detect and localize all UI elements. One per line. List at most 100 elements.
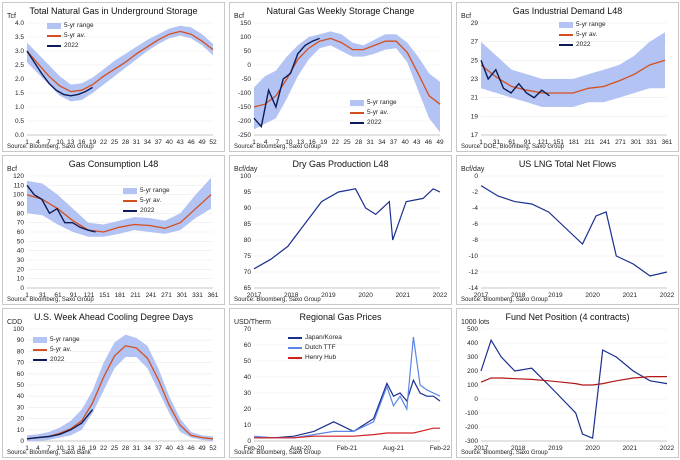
unit-label: 1000 lots (461, 319, 490, 326)
x-tick-label: Feb-20 (244, 445, 265, 452)
x-tick-label: 2017 (247, 292, 262, 299)
x-tick-label: 301 (177, 292, 188, 299)
y-tick-label: 80 (17, 210, 25, 217)
legend-swatch (123, 200, 137, 202)
x-tick-label: 7 (47, 139, 51, 146)
legend-label: 5-yr range (367, 99, 397, 106)
legend-label: 5-yr range (64, 22, 94, 29)
x-tick-label: 2021 (623, 445, 638, 452)
x-tick-label: 46 (188, 445, 196, 452)
x-tick-label: 13 (297, 139, 305, 146)
x-tick-label: 2019 (548, 445, 563, 452)
legend: 5-yr range 5-yr av. 2022 (47, 21, 94, 51)
legend-label: 5-yr av. (50, 346, 72, 353)
current-year-line (26, 184, 96, 233)
unit-label: Bcf (7, 166, 18, 173)
legend-item: 5-yr range (350, 98, 397, 108)
y-tick-label: 50 (17, 382, 25, 389)
legend-swatch (47, 23, 61, 29)
legend-swatch (350, 100, 364, 106)
x-tick-label: 37 (390, 139, 398, 146)
y-tick-label: -50 (242, 76, 252, 83)
y-tick-label: 20 (17, 416, 25, 423)
legend-label: 5-yr av. (64, 32, 86, 39)
x-tick-label: 2021 (623, 292, 638, 299)
legend-swatch (350, 112, 364, 114)
unit-label: Bcf (234, 13, 245, 20)
unit-label: USD/Therm (234, 319, 271, 326)
range-band (481, 32, 665, 107)
x-tick-label: Aug-20 (290, 445, 311, 452)
y-tick-label: 60 (17, 229, 25, 236)
legend-item: Henry Hub (288, 353, 342, 363)
x-tick-label: 2019 (321, 292, 336, 299)
x-tick-label: 22 (332, 139, 340, 146)
x-tick-label: 2020 (585, 445, 600, 452)
y-tick-label: 500 (467, 326, 478, 333)
x-tick-label: 52 (209, 139, 217, 146)
y-tick-label: 70 (244, 269, 252, 276)
range-band (27, 334, 213, 441)
y-tick-label: 0 (20, 438, 24, 445)
x-tick-label: Feb-21 (337, 445, 358, 452)
x-tick-label: 2018 (511, 292, 526, 299)
current-year-line (480, 60, 550, 99)
y-tick-label: 100 (13, 326, 24, 333)
current-year-line (253, 37, 320, 129)
legend-item: 5-yr av. (123, 196, 170, 206)
x-tick-label: 271 (161, 292, 172, 299)
range-band (27, 177, 211, 237)
x-tick-label: 211 (130, 292, 141, 299)
x-tick-label: 16 (309, 139, 317, 146)
legend-swatch (559, 22, 573, 28)
x-tick-label: 4 (264, 139, 268, 146)
legend-swatch (288, 357, 302, 359)
chart-panel: -300 -200 -100 0 100 200 300 400 500 2017 2018 2019… (456, 308, 679, 458)
legend-label: 2022 (64, 42, 79, 49)
chart-panel: 65 70 75 80 85 90 95 100 2017 2018 2019 2020 2021 202… (229, 155, 452, 305)
x-tick-label: 19 (320, 139, 328, 146)
y-tick-label: 10 (17, 276, 25, 283)
x-tick-label: 25 (111, 139, 119, 146)
chart-title: Total Natural Gas in Underground Storage (29, 6, 198, 16)
y-tick-label: 80 (244, 237, 252, 244)
y-tick-label: 19 (471, 113, 479, 120)
y-tick-label: 70 (244, 326, 252, 333)
legend-label: 2022 (576, 41, 591, 48)
chart-title: Fund Net Position (4 contracts) (505, 312, 630, 322)
x-tick-label: 2019 (548, 292, 563, 299)
x-tick-label: 31 (493, 139, 501, 146)
x-tick-label: 10 (56, 139, 64, 146)
legend-item: 5-yr av. (33, 345, 80, 355)
chart-panel: 0 10 20 30 40 50 60 70 80 90 100 110 120 1 31 61 91 121 15… (2, 155, 225, 305)
x-tick-label: 2020 (358, 292, 373, 299)
legend-label: 2022 (140, 207, 155, 214)
y-tick-label: 200 (467, 368, 478, 375)
x-tick-label: 40 (166, 445, 174, 452)
legend-item: 2022 (33, 355, 80, 365)
y-tick-label: 75 (244, 253, 252, 260)
y-tick-label: 70 (17, 360, 25, 367)
y-tick-label: 25 (471, 57, 479, 64)
x-tick-label: 7 (47, 445, 51, 452)
y-tick-label: 17 (471, 132, 479, 139)
x-tick-label: 43 (413, 139, 421, 146)
legend-label: 2022 (50, 356, 65, 363)
series-line (254, 427, 440, 439)
x-tick-label: 91 (524, 139, 532, 146)
x-tick-label: 121 (84, 292, 95, 299)
y-tick-label: 65 (244, 285, 252, 292)
series-line (253, 188, 441, 270)
y-tick-label: 21 (471, 95, 479, 102)
y-tick-label: 2.5 (15, 62, 24, 69)
legend-item: 5-yr av. (350, 108, 397, 118)
legend: 5-yr range 5-yr av. 2022 (33, 335, 80, 365)
y-tick-label: 120 (13, 173, 24, 180)
chart-svg: 0 10 20 30 40 50 60 70 80 90 100 110 120 1 31 61 91 121 15… (13, 173, 219, 299)
legend-item: 2022 (559, 40, 606, 50)
legend: 5-yr range 5-yr av. 2022 (123, 186, 170, 216)
x-tick-label: 1 (25, 292, 29, 299)
average-line (253, 37, 441, 108)
x-tick-label: 2018 (284, 292, 299, 299)
